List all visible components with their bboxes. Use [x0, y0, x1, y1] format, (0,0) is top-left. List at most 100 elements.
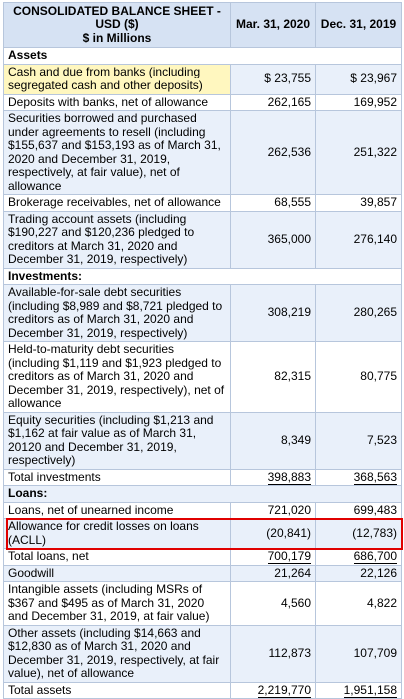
column-header: Mar. 31, 2020 [230, 2, 316, 48]
label-text: Securities borrowed and purchased under … [8, 111, 221, 193]
value-cell: 308,219 [230, 284, 316, 342]
value-cell: 22,126 [315, 564, 402, 582]
row-label: Held-to-maturity debt securities (includ… [3, 341, 231, 413]
value: 699,483 [353, 502, 397, 517]
row-label: Total investments [3, 468, 231, 486]
value-cell: 699,483 [315, 501, 402, 519]
row: Equity securities (including $1,213 and … [3, 411, 402, 470]
value-cell: 39,857 [315, 194, 402, 212]
section-row: Assets [3, 47, 402, 65]
value: (20,841) [266, 525, 311, 540]
row-label: Allowance for credit losses on loans (AC… [3, 518, 231, 549]
value: 308,219 [267, 305, 311, 320]
value-cell: 251,322 [315, 110, 402, 195]
value-cell: 4,560 [230, 581, 316, 626]
label-text: Goodwill [8, 565, 55, 580]
units: $ in Millions [82, 30, 152, 45]
value-cell: 700,179 [230, 548, 316, 566]
value-cell: 686,700 [315, 548, 402, 566]
section-label: Assets [3, 47, 402, 65]
value: $ 23,755 [264, 71, 311, 86]
label-text: Loans, net of unearned income [8, 502, 174, 517]
balance-sheet: CONSOLIDATED BALANCE SHEET - USD ($) $ in… [3, 2, 402, 699]
label-text: Equity securities (including $1,213 and … [8, 412, 214, 467]
table-body: Assets Cash and due from banks (including… [3, 47, 402, 699]
value-cell: 8,349 [230, 411, 316, 470]
row: Trading account assets (including $190,2… [3, 210, 402, 269]
value: 262,165 [267, 94, 311, 109]
label-text: Other assets (including $14,663 and $12,… [8, 625, 220, 680]
value-cell: 280,265 [315, 284, 402, 342]
label-text: Brokerage receivables, net of allowance [8, 195, 221, 209]
label-text: Trading account assets (including $190,2… [8, 211, 195, 266]
value: 721,020 [267, 502, 311, 517]
label-text: Cash and due from banks (including segre… [8, 64, 203, 92]
value: 4,560 [280, 595, 311, 610]
value-cell: 112,873 [230, 624, 316, 683]
row: Total loans, net 700,179 686,700 [3, 548, 402, 566]
value: (12,783) [352, 525, 397, 540]
title: CONSOLIDATED BALANCE SHEET - USD ($) [13, 3, 221, 32]
label-text: Total investments [8, 469, 101, 484]
value-cell: $ 23,755 [230, 63, 316, 95]
value: 368,563 [353, 469, 397, 485]
label-text: Allowance for credit losses on loans (AC… [8, 519, 199, 547]
label-text: Held-to-maturity debt securities (includ… [8, 342, 225, 410]
page: CONSOLIDATED BALANCE SHEET - USD ($) $ in… [3, 2, 403, 699]
label-text: Deposits with banks, net of allowance [8, 94, 209, 109]
value: 107,709 [353, 645, 397, 660]
row: Intangible assets (including MSRs of $36… [3, 581, 402, 626]
row-label: Equity securities (including $1,213 and … [3, 411, 231, 470]
value: 22,126 [360, 565, 397, 580]
value: 82,315 [274, 369, 311, 383]
value-cell: 7,523 [315, 411, 402, 470]
row: Available-for-sale debt securities (incl… [3, 284, 402, 342]
value: 21,264 [274, 565, 311, 580]
label-text: Total loans, net [8, 549, 89, 563]
row-label: Loans, net of unearned income [3, 501, 231, 519]
row-label: Total assets [3, 681, 231, 699]
row-label: Securities borrowed and purchased under … [3, 110, 231, 195]
value: $ 23,967 [350, 71, 397, 86]
value: 700,179 [267, 549, 311, 564]
header-row: CONSOLIDATED BALANCE SHEET - USD ($) $ in… [3, 2, 402, 48]
row-label: Goodwill [3, 564, 231, 582]
row-label: Trading account assets (including $190,2… [3, 210, 231, 269]
value-cell: 21,264 [230, 564, 316, 582]
value: 68,555 [274, 195, 311, 209]
row: Goodwill 21,264 22,126 [3, 564, 402, 582]
value: 169,952 [353, 94, 397, 109]
value: 262,536 [267, 144, 311, 159]
label-text: Intangible assets (including MSRs of $36… [8, 582, 210, 623]
value-cell: 4,822 [315, 581, 402, 626]
value: 251,322 [353, 144, 397, 159]
row: Loans, net of unearned income 721,020 699,… [3, 501, 402, 519]
row: Total investments 398,883 368,563 [3, 468, 402, 486]
value: 365,000 [267, 231, 311, 246]
value-cell: 368,563 [315, 468, 402, 486]
value: 8,349 [280, 432, 311, 447]
value-cell: 262,165 [230, 93, 316, 111]
row: Deposits with banks, net of allowance 262… [3, 93, 402, 111]
row: Brokerage receivables, net of allowance 6… [3, 194, 402, 212]
row: Held-to-maturity debt securities (includ… [3, 341, 402, 413]
value: 2,219,770 [257, 682, 311, 698]
value-cell: 107,709 [315, 624, 402, 683]
row: Cash and due from banks (including segre… [3, 63, 402, 95]
value-cell: 82,315 [230, 341, 316, 413]
value-cell: $ 23,967 [315, 63, 402, 95]
row: Other assets (including $14,663 and $12,… [3, 624, 402, 683]
value-cell: 1,951,158 [315, 681, 402, 699]
column-header: Dec. 31, 2019 [315, 2, 402, 48]
value: 4,822 [366, 595, 397, 610]
value: 7,523 [366, 432, 397, 447]
header-title: CONSOLIDATED BALANCE SHEET - USD ($) $ in… [3, 2, 231, 48]
value: 280,265 [353, 305, 397, 320]
value: 398,883 [267, 469, 311, 485]
label-text: Total assets [8, 682, 72, 697]
label-text: Available-for-sale debt securities (incl… [8, 285, 223, 340]
value: 80,775 [360, 369, 397, 383]
section-label: Loans: [3, 485, 402, 503]
row-label: Brokerage receivables, net of allowance [3, 194, 231, 212]
value-cell: 721,020 [230, 501, 316, 519]
